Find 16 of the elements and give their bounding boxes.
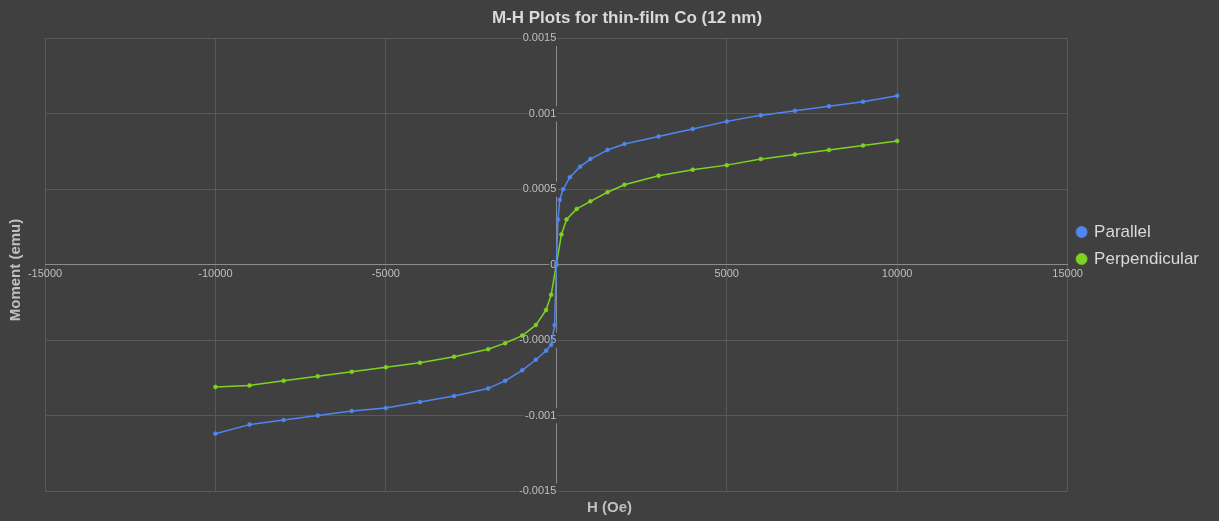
y-tick-label: 0.0015 xyxy=(522,31,557,44)
x-tick-label: 15000 xyxy=(1052,267,1083,280)
y-axis-title: Moment (emu) xyxy=(5,218,23,322)
x-axis-title: H (Oe) xyxy=(586,498,633,515)
x-tick-label: -15000 xyxy=(27,267,63,280)
y-tick-label: 0.0005 xyxy=(522,182,557,195)
x-tick-label: -5000 xyxy=(371,267,400,280)
y-tick-label: -0.0015 xyxy=(518,484,557,497)
x-tick-label: 5000 xyxy=(714,267,739,280)
y-tick-label: 0.001 xyxy=(528,106,557,119)
chart-title: M-H Plots for thin-film Co (12 nm) xyxy=(491,7,763,27)
legend-label: Perpendicular xyxy=(1094,248,1200,268)
x-tick-label: 10000 xyxy=(881,267,913,280)
y-tick-label: -0.001 xyxy=(525,408,557,421)
x-tick-label: -10000 xyxy=(198,267,233,280)
legend-label: Parallel xyxy=(1094,221,1151,241)
